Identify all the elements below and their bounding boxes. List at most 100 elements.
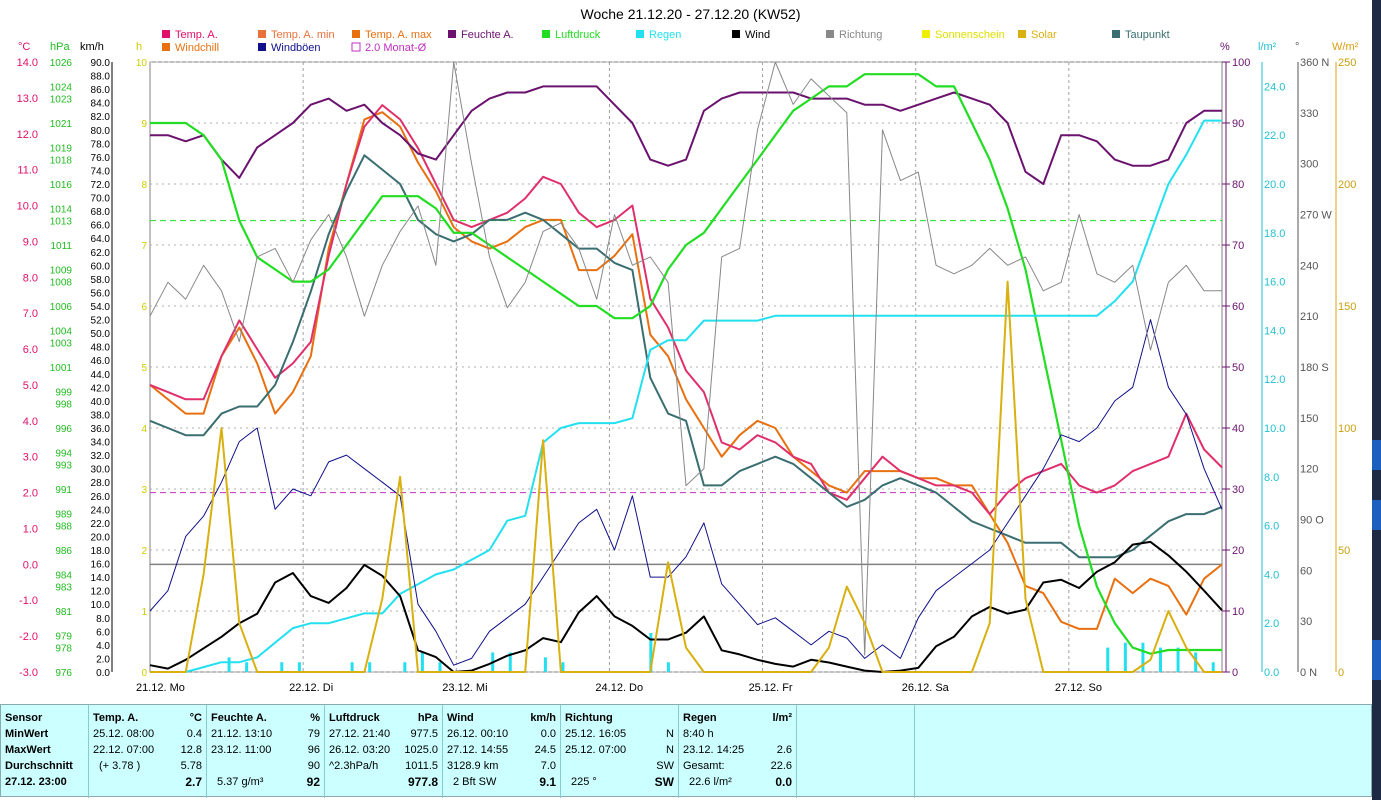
stats-feuchte-max-value: 96	[307, 744, 320, 756]
wind-tick: 4.0	[96, 641, 110, 652]
wind-tick: 44.0	[91, 370, 111, 381]
rain-bar	[438, 662, 442, 672]
rain-bar	[508, 652, 512, 672]
stats-regen-current-value: 0.0	[775, 775, 792, 789]
temp-tick: 10.0	[17, 201, 38, 213]
x-tick-label: 23.12. Mi	[442, 682, 487, 694]
legend-label: Luftdruck	[555, 29, 601, 41]
window-edge	[1372, 0, 1381, 800]
temp-tick: 8.0	[23, 272, 38, 284]
pressure-tick: 1019	[50, 143, 73, 154]
pressure-tick: 1003	[50, 339, 73, 350]
rain-bar	[227, 657, 231, 672]
temp-tick: 2.0	[23, 488, 38, 500]
rain-tick: 16.0	[1264, 277, 1285, 289]
direction-tick: 0 N	[1300, 667, 1317, 679]
legend-swatch	[258, 43, 266, 51]
pressure-tick: 993	[55, 461, 72, 472]
rain-bar	[350, 662, 354, 672]
stats-regen-unit: l/m²	[772, 712, 792, 724]
humidity-tick: 30	[1232, 484, 1244, 496]
hours-tick: 4	[141, 424, 147, 435]
temp-tick: 4.0	[23, 416, 38, 428]
wind-tick: 10.0	[91, 600, 111, 611]
plot-area	[149, 61, 1223, 673]
grid	[150, 61, 1222, 673]
rain-tick: 6.0	[1264, 521, 1279, 533]
stats-regen-amount: 22.6 l/m²	[689, 776, 732, 788]
humidity-tick: 0	[1232, 667, 1238, 679]
rain-bar	[280, 662, 284, 672]
direction-tick: 60	[1300, 565, 1312, 577]
wind-tick: 2.0	[96, 654, 110, 665]
rain-bar	[245, 662, 249, 672]
legend-label: Temp. A.	[175, 29, 218, 41]
pressure-tick: 979	[55, 631, 72, 642]
stats-richtung-header: Richtung	[565, 712, 613, 724]
legend-label: Regen	[649, 29, 681, 41]
wind-tick: 90.0	[91, 58, 111, 69]
weather-chart: Temp. A. Temp. A. min Temp. A. max Feuchte …	[17, 29, 1359, 694]
hours-tick: 9	[141, 119, 147, 130]
direction-tick: 330	[1300, 108, 1318, 120]
axes: 14.013.012.011.010.09.08.07.06.05.04.03.…	[17, 57, 1357, 679]
hours-tick: 6	[141, 302, 147, 313]
rain-tick: 20.0	[1264, 179, 1285, 191]
stats-feuchte-max-date: 23.12. 11:00	[211, 744, 272, 756]
humidity-tick: 50	[1232, 362, 1244, 374]
stats-feuchte-avg-value: 90	[307, 760, 320, 772]
stats-luftdruck-unit: hPa	[417, 712, 438, 724]
wind-tick: 78.0	[91, 139, 111, 150]
stats-regen-max-value: 2.6	[776, 744, 792, 756]
rain-bar	[403, 662, 407, 672]
stats-wind-current-value: 9.1	[539, 775, 556, 789]
humidity-tick: 20	[1232, 545, 1244, 557]
wind-tick: 82.0	[91, 112, 111, 123]
temp-tick: 5.0	[23, 380, 38, 392]
hours-tick: 2	[141, 546, 147, 557]
legend-label: Richtung	[839, 29, 882, 41]
temp-tick: 14.0	[17, 57, 38, 69]
rain-bar	[561, 662, 565, 672]
rain-bar	[543, 657, 547, 672]
stats-feuchte-header: Feuchte A.	[211, 712, 267, 724]
stats-feuchte-abs-humidity: 5.37 g/m³	[217, 776, 264, 788]
humidity-tick: 10	[1232, 606, 1244, 618]
pressure-tick: 1006	[50, 302, 73, 313]
stats-richtung-current-value: SW	[654, 775, 674, 789]
rain-unit: l/m²	[1258, 41, 1277, 53]
stats-wind-avg-value: 7.0	[540, 760, 556, 772]
legend-swatch	[351, 42, 361, 52]
rain-bar	[1211, 662, 1215, 672]
pressure-tick: 981	[55, 607, 72, 618]
series-line-taupunkt	[149, 154, 1223, 559]
rain-tick: 2.0	[1264, 618, 1279, 630]
stats-temp-min-date: 25.12. 08:00	[93, 728, 155, 740]
pressure-tick: 978	[55, 644, 72, 655]
wind-tick: 50.0	[91, 329, 111, 340]
pressure-tick: 983	[55, 583, 72, 594]
wind-tick: 6.0	[96, 627, 110, 638]
pressure-tick: 1018	[50, 156, 73, 167]
hours-tick: 10	[136, 58, 148, 69]
direction-tick: 240	[1300, 260, 1318, 272]
legend-swatch	[732, 30, 740, 38]
stats-regen-max-date: 23.12. 14:25	[683, 744, 745, 756]
legend-swatch	[1018, 30, 1026, 38]
legend-swatch	[826, 30, 834, 38]
wind-tick: 80.0	[91, 126, 111, 137]
wind-tick: 28.0	[91, 478, 111, 489]
stats-temp-avg-value: 5.78	[180, 760, 202, 772]
rain-tick: 0.0	[1264, 667, 1279, 679]
pressure-tick: 1004	[50, 326, 73, 337]
stats-richtung-column: Richtung 25.12. 16:05 N 25.12. 07:00 N SW …	[561, 705, 679, 798]
stats-empty-column-1	[797, 705, 915, 798]
direction-tick: 360 N	[1300, 57, 1329, 69]
chart-title: Woche 21.12.20 - 27.12.20 (KW52)	[580, 6, 801, 22]
wind-tick: 68.0	[91, 207, 111, 218]
stats-luftdruck-header: Luftdruck	[329, 712, 380, 724]
wind-tick: 20.0	[91, 532, 111, 543]
humidity-tick: 90	[1232, 118, 1244, 130]
wind-tick: 12.0	[91, 587, 111, 598]
legend-label: Windchill	[175, 42, 219, 54]
